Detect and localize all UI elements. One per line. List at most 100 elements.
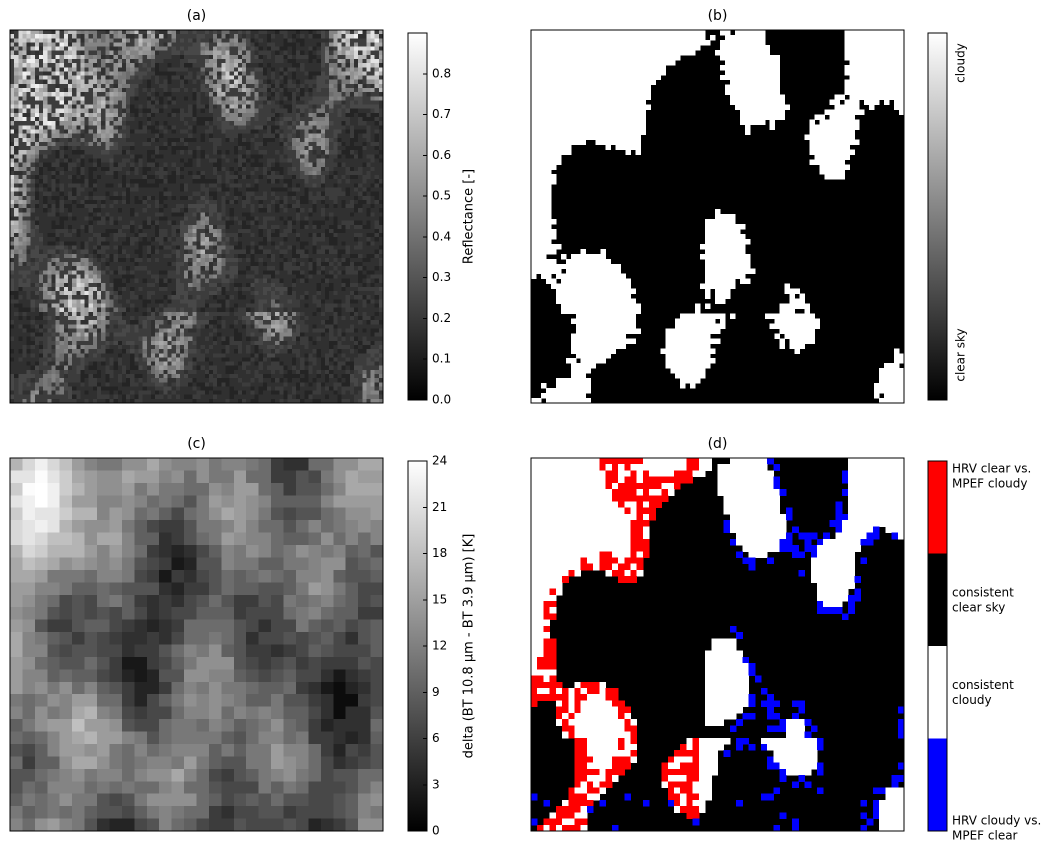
- image-pixel: [118, 51, 123, 56]
- image-pixel: [304, 291, 309, 296]
- image-pixel: [284, 76, 289, 81]
- image-pixel: [10, 47, 15, 52]
- image-pixel: [205, 241, 210, 246]
- image-pixel: [188, 121, 197, 126]
- image-pixel: [76, 217, 85, 222]
- image-pixel: [27, 353, 32, 358]
- image-pixel: [72, 229, 77, 234]
- image-pixel: [288, 183, 293, 188]
- image-pixel: [35, 208, 44, 213]
- image-pixel: [126, 92, 135, 97]
- image-pixel: [217, 204, 222, 209]
- image-pixel: [209, 121, 214, 126]
- image-pixel: [226, 225, 231, 230]
- image-pixel: [250, 316, 255, 321]
- image-pixel: [64, 291, 73, 296]
- image-pixel: [354, 100, 359, 105]
- image-pixel: [27, 187, 32, 192]
- image-pixel: [234, 312, 247, 317]
- image-pixel: [296, 96, 301, 101]
- image-pixel: [31, 237, 40, 242]
- image-pixel: [105, 299, 110, 304]
- image-pixel: [97, 246, 102, 251]
- image-pixel: [234, 320, 239, 325]
- image-pixel: [64, 167, 69, 172]
- image-pixel: [188, 38, 193, 43]
- image-pixel: [217, 200, 222, 205]
- image-pixel: [304, 150, 309, 155]
- image-pixel: [56, 59, 61, 64]
- image-pixel: [101, 59, 106, 64]
- image-pixel: [329, 262, 334, 267]
- image-pixel: [271, 312, 276, 317]
- image-pixel: [358, 117, 363, 122]
- image-pixel: [255, 138, 264, 143]
- image-pixel: [147, 67, 152, 72]
- image-pixel: [14, 192, 19, 197]
- image-pixel: [221, 229, 226, 234]
- image-pixel: [279, 100, 284, 105]
- image-pixel: [317, 324, 326, 329]
- image-pixel: [172, 51, 181, 56]
- image-pixel: [155, 308, 160, 313]
- image-pixel: [180, 308, 185, 313]
- image-pixel: [271, 80, 276, 85]
- image-pixel: [292, 129, 297, 134]
- image-pixel: [14, 67, 19, 72]
- image-pixel: [47, 42, 52, 47]
- image-pixel: [159, 96, 164, 101]
- image-pixel: [118, 221, 131, 226]
- image-pixel: [317, 121, 330, 126]
- image-pixel: [238, 42, 247, 47]
- image-pixel: [22, 328, 27, 333]
- image-pixel: [275, 328, 280, 333]
- image-pixel: [72, 150, 85, 155]
- image-pixel: [76, 80, 81, 85]
- image-pixel: [234, 76, 239, 81]
- image-pixel: [176, 328, 181, 333]
- image-pixel: [35, 333, 44, 338]
- image-pixel: [56, 246, 65, 251]
- image-pixel: [346, 88, 355, 93]
- image-pixel: [97, 38, 102, 43]
- image-pixel: [246, 183, 251, 188]
- image-pixel: [138, 158, 143, 163]
- image-pixel: [155, 138, 160, 143]
- image-pixel: [151, 154, 156, 159]
- image-pixel: [155, 121, 160, 126]
- image-pixel: [217, 150, 222, 155]
- image-pixel: [375, 221, 380, 226]
- image-pixel: [14, 279, 19, 284]
- image-pixel: [68, 262, 73, 267]
- image-pixel: [68, 229, 73, 234]
- image-pixel: [130, 154, 135, 159]
- image-pixel: [97, 117, 102, 122]
- image-pixel: [201, 233, 206, 238]
- image-pixel: [101, 88, 106, 93]
- image-pixel: [101, 316, 106, 321]
- image-pixel: [358, 287, 379, 292]
- image-pixel: [284, 316, 289, 321]
- image-pixel: [101, 308, 106, 313]
- image-pixel: [130, 299, 143, 304]
- image-pixel: [346, 59, 351, 64]
- image-pixel: [143, 254, 148, 259]
- image-pixel: [238, 295, 247, 300]
- image-pixel: [321, 287, 326, 292]
- image-pixel: [325, 208, 355, 213]
- image-pixel: [51, 92, 56, 97]
- image-pixel: [221, 266, 226, 271]
- image-pixel: [337, 38, 342, 43]
- image-pixel: [234, 304, 239, 309]
- image-pixel: [167, 295, 172, 300]
- image-pixel: [60, 100, 65, 105]
- image-pixel: [221, 51, 226, 56]
- image-pixel: [329, 279, 342, 284]
- image-pixel: [14, 142, 19, 147]
- image-pixel: [325, 250, 330, 255]
- image-pixel: [267, 254, 272, 259]
- image-pixel: [163, 167, 168, 172]
- image-pixel: [271, 187, 288, 192]
- image-pixel: [205, 233, 214, 238]
- image-pixel: [68, 47, 73, 52]
